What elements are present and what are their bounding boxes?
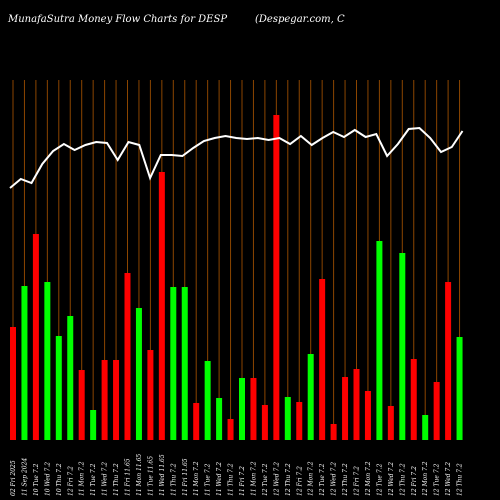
x-tick-label: 12 Mon 7.2 <box>365 461 372 496</box>
x-tick-label: 12 Tue 7.2 <box>262 463 269 496</box>
x-tick-label: 12 Tue 7.2 <box>376 463 383 496</box>
x-tick-label: 11 Sep 2024 <box>21 458 28 496</box>
x-tick-label: 12 Fri 7.2 <box>67 466 74 496</box>
money-flow-bar <box>101 360 108 440</box>
chart-title-company: (Despegar.com, C <box>255 14 345 25</box>
x-tick-label: 12 Wed 7.2 <box>445 462 452 496</box>
money-flow-bar <box>55 336 62 440</box>
x-tick-label: 12 Tue 7.2 <box>434 463 441 496</box>
x-tick-label: 12 Fri 7.2 <box>354 466 361 496</box>
money-flow-bar <box>376 241 383 440</box>
money-flow-bar <box>296 402 303 440</box>
x-tick-label: 11 Fri 11.65 <box>125 458 132 496</box>
x-tick-label: 10 Wed 7.2 <box>44 462 51 496</box>
money-flow-bar <box>135 308 142 440</box>
money-flow-bar <box>170 287 177 440</box>
money-flow-bar <box>284 397 291 440</box>
chart-title: MunafaSutra Money Flow Charts for DESP <box>8 14 228 25</box>
x-tick-label: 12 Mon 7.2 <box>308 461 315 496</box>
x-tick-label: 11 Thu 7.2 <box>170 463 177 496</box>
money-flow-bar <box>319 279 326 440</box>
money-flow-bar <box>353 369 360 440</box>
x-tick-label: 11 Mon 7.2 <box>79 461 86 496</box>
x-tick-label: 11 Mon 7.2 <box>250 461 257 496</box>
x-tick-label: 11 Tue 7.2 <box>90 463 97 496</box>
money-flow-bar <box>216 398 223 440</box>
x-tick-label: 11 Mon 11.65 <box>136 454 143 496</box>
money-flow-bar <box>273 115 280 440</box>
x-tick-label: 12 Fri 7.2 <box>411 466 418 496</box>
x-tick-label: 12 Wed 7.2 <box>388 462 395 496</box>
x-tick-label: 11 Thu 7.2 <box>228 463 235 496</box>
x-tick-label: 12 Fri 7.2 <box>296 466 303 496</box>
x-tick-label: 12 Wed 7.2 <box>273 462 280 496</box>
money-flow-bar <box>239 378 245 440</box>
money-flow-bar <box>410 359 417 440</box>
x-tick-label: 10 Tue 7.2 <box>33 463 40 496</box>
x-tick-label: 11 Tue 7.2 <box>205 463 212 496</box>
money-flow-line <box>9 126 464 189</box>
money-flow-bar <box>158 172 165 440</box>
x-tick-label: 11 Fri 7.2 <box>239 466 246 496</box>
money-flow-bar <box>307 354 314 440</box>
money-flow-bar <box>227 419 234 440</box>
x-tick-label: 11 Wed 7.2 <box>216 462 223 496</box>
money-flow-bar <box>342 377 349 440</box>
x-tick-label: 12 Thu 7.2 <box>457 463 464 496</box>
x-tick-label: 12 Thu 7.2 <box>399 463 406 496</box>
money-flow-bar <box>78 370 85 440</box>
money-flow-bar <box>399 253 406 440</box>
money-flow-bar <box>445 282 452 440</box>
x-tick-label: 11 Fri 11.65 <box>182 458 189 496</box>
x-tick-label: 12 Wed 7.2 <box>331 462 338 496</box>
money-flow-bar <box>387 406 394 440</box>
x-tick-label: 12 Mon 7.2 <box>422 461 429 496</box>
money-flow-bar <box>32 234 39 440</box>
money-flow-bar <box>364 391 371 440</box>
money-flow-bar <box>433 382 440 440</box>
money-flow-bar <box>44 282 51 440</box>
money-flow-bar <box>124 273 131 440</box>
money-flow-bar <box>147 350 154 440</box>
money-flow-bar <box>113 360 120 440</box>
x-tick-label: 11 Tue 11.65 <box>147 456 154 496</box>
x-tick-label: 11 Mon 7.2 <box>193 461 200 496</box>
money-flow-bar <box>456 337 463 440</box>
money-flow-bar <box>330 424 337 440</box>
money-flow-bar <box>90 410 97 440</box>
money-flow-bar <box>204 361 211 440</box>
money-flow-bar <box>422 415 429 440</box>
x-tick-label: 11 Wed 7.2 <box>102 462 109 496</box>
money-flow-bar <box>181 287 188 440</box>
x-tick-label: 12 Thu 7.2 <box>342 463 349 496</box>
money-flow-bar <box>10 327 16 440</box>
money-flow-bar <box>21 286 28 440</box>
x-tick-label: 12 Thu 7.2 <box>285 463 292 496</box>
money-flow-bar <box>193 403 200 440</box>
x-tick-label: 02 Fri 2025 <box>10 460 17 496</box>
money-flow-bar <box>67 316 74 440</box>
money-flow-bar <box>261 405 268 440</box>
money-flow-bar <box>250 378 257 440</box>
x-tick-label: 11 Wed 11.65 <box>159 454 166 496</box>
x-tick-label: 12 Tue 7.2 <box>319 463 326 496</box>
x-tick-label: 10 Thu 7.2 <box>56 463 63 496</box>
x-tick-label: 11 Thu 7.2 <box>113 463 120 496</box>
